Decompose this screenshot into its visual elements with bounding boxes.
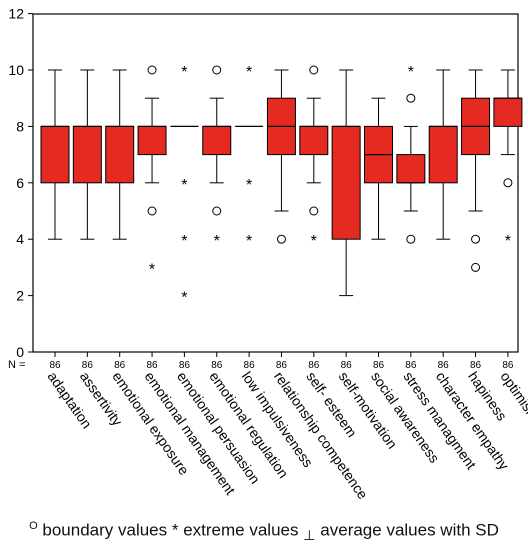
extreme-marker: *: [246, 64, 252, 81]
box: [331, 125, 361, 240]
outlier-marker: [147, 65, 157, 75]
box: [299, 125, 329, 156]
n-value: 86: [470, 360, 482, 371]
outlier-marker: [212, 65, 222, 75]
box: [40, 125, 70, 184]
extreme-marker: *: [181, 290, 187, 307]
n-value: 86: [405, 360, 417, 371]
box: [105, 125, 135, 184]
extreme-values-label: extreme values: [178, 520, 304, 540]
extreme-marker: *: [181, 177, 187, 194]
n-value: 86: [373, 360, 385, 371]
n-value: 86: [179, 360, 191, 371]
extreme-marker: *: [246, 233, 252, 250]
extreme-marker: *: [149, 261, 155, 278]
n-value: 86: [211, 360, 223, 371]
y-tick-label: 12: [8, 6, 24, 22]
n-value: 86: [49, 360, 61, 371]
n-value: 86: [308, 360, 320, 371]
star-symbol: *: [171, 520, 179, 540]
box: [493, 97, 523, 127]
bar-symbol: ⊥: [303, 528, 316, 545]
box: [72, 125, 102, 184]
outlier-marker: [309, 65, 319, 75]
box: [428, 125, 458, 184]
extreme-marker: *: [214, 233, 220, 250]
outlier-marker: [471, 234, 481, 244]
extreme-marker: *: [311, 233, 317, 250]
box: [202, 125, 232, 156]
extreme-marker: *: [408, 64, 414, 81]
y-tick-label: 4: [16, 231, 24, 247]
box: [137, 125, 167, 156]
outlier-marker: [276, 234, 286, 244]
y-tick-label: 0: [16, 344, 24, 360]
outlier-marker: [212, 206, 222, 216]
circle-symbol: O: [29, 520, 38, 532]
extreme-marker: *: [505, 233, 511, 250]
n-value: 86: [82, 360, 94, 371]
average-values-label: average values with SD: [315, 520, 499, 540]
n-value: 86: [146, 360, 158, 371]
outlier-marker: [309, 206, 319, 216]
n-value: 86: [114, 360, 126, 371]
outlier-marker: [503, 178, 513, 188]
n-value: 86: [438, 360, 450, 371]
n-value: 86: [502, 360, 514, 371]
y-tick-label: 8: [16, 118, 24, 134]
y-tick-label: 2: [16, 288, 24, 304]
chart-caption: O boundary values * extreme values ⊥ ave…: [0, 520, 528, 544]
outlier-marker: [147, 206, 157, 216]
boundary-values-label: boundary values: [37, 520, 172, 540]
n-value: 86: [276, 360, 288, 371]
outlier-marker: [471, 262, 481, 272]
box: [396, 154, 426, 184]
extreme-marker: *: [246, 177, 252, 194]
y-tick-label: 6: [16, 175, 24, 191]
outlier-marker: [406, 234, 416, 244]
extreme-marker: *: [181, 64, 187, 81]
outlier-marker: [406, 93, 416, 103]
n-value: 86: [244, 360, 256, 371]
n-value: 86: [341, 360, 353, 371]
n-label: N =: [8, 359, 25, 371]
extreme-marker: *: [181, 233, 187, 250]
y-tick-label: 10: [8, 62, 24, 78]
